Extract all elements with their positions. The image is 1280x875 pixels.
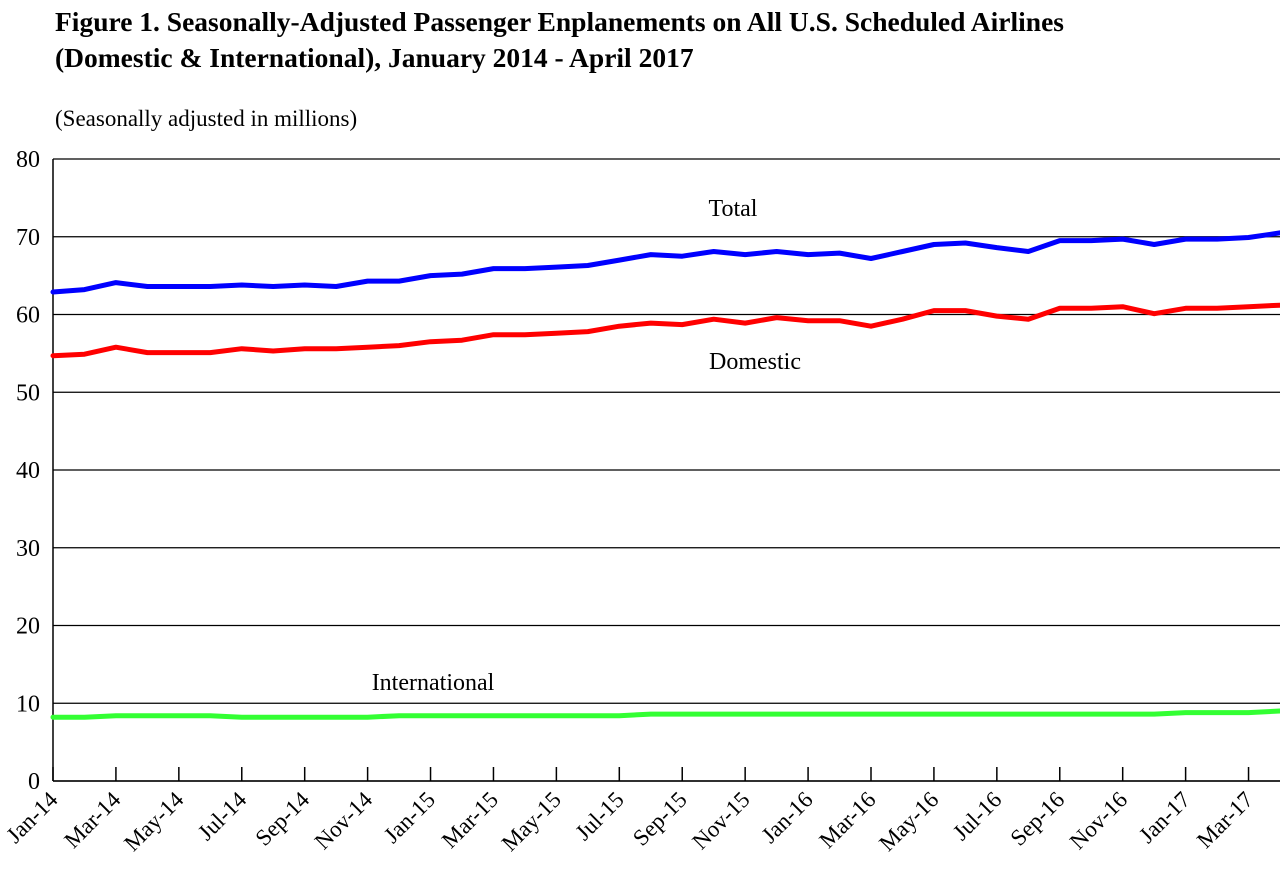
x-tick-label: Jul-14 [193,787,252,846]
x-tick-label: Mar-16 [814,787,880,853]
x-tick-label: May-14 [119,787,189,857]
x-tick-label: May-15 [497,787,566,856]
series-line-international [50,708,1280,720]
y-tick-label: 60 [16,303,40,329]
series-label-total: Total [709,196,758,222]
x-tick-label: Sep-16 [1006,787,1070,851]
y-axis-units-label: (Seasonally adjusted in millions) [55,106,358,131]
y-tick-label: 10 [16,691,40,717]
x-tick-label: Sep-14 [250,787,314,851]
x-tick-label: Nov-14 [310,787,378,855]
y-tick-label: 30 [16,536,40,562]
y-tick-label: 70 [16,225,40,251]
x-tick-label: Jan-14 [1,787,62,848]
y-tick-label: 40 [16,458,40,484]
x-tick-label: Jan-16 [757,787,818,848]
series-line-total [50,230,1280,295]
x-tick-label: Nov-16 [1065,787,1132,854]
x-tick-label: Mar-17 [1192,787,1258,853]
x-tick-label: Mar-14 [59,787,125,853]
x-tick-label: May-16 [874,787,943,856]
series-line-domestic [50,302,1280,359]
y-tick-label: 0 [28,769,40,795]
x-tick-label: Jan-17 [1134,787,1195,848]
series-label-international: International [372,670,495,696]
x-tick-label: Jan-15 [379,787,440,848]
y-tick-label: 20 [16,614,40,640]
x-tick-label: Nov-15 [687,787,754,854]
y-tick-label: 50 [16,380,40,406]
chart-title-line-2: (Domestic & International), January 2014… [55,42,694,73]
chart-title-line-1: Figure 1. Seasonally-Adjusted Passenger … [55,6,1064,37]
series-label-domestic: Domestic [709,349,801,375]
x-tick-label: Jul-15 [571,787,629,845]
x-tick-label: Sep-15 [628,787,692,851]
x-tick-label: Jul-16 [948,787,1006,845]
y-tick-label: 80 [16,147,40,173]
chart-title: Figure 1. Seasonally-Adjusted Passenger … [55,4,1270,76]
x-tick-label: Mar-15 [437,787,503,853]
